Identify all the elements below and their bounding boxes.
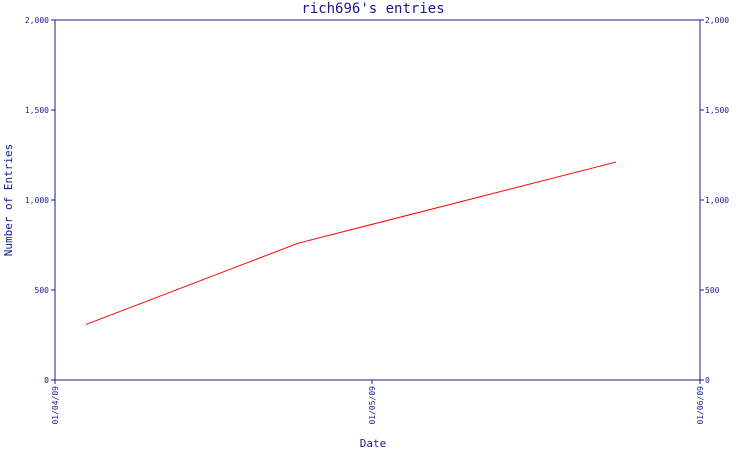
series-line	[86, 161, 616, 325]
y-tick-label-right: 2,000	[705, 16, 729, 25]
series-point	[86, 323, 88, 325]
x-tick-label: 01/05/09	[368, 386, 377, 425]
y-tick-label-right: 500	[705, 286, 720, 295]
x-tick-label: 01/04/09	[51, 386, 60, 425]
y-tick-label-right: 0	[705, 376, 710, 385]
y-axis-left: 0 500 1,000 1,500 2,000	[25, 16, 55, 385]
y-axis-title: Number of Entries	[2, 144, 15, 257]
y-tick-label-right: 1,000	[705, 196, 729, 205]
y-tick-label-left: 0	[44, 376, 49, 385]
chart-title: rich696's entries	[301, 1, 444, 17]
plot-frame	[54, 19, 701, 381]
y-tick-label-left: 1,500	[25, 106, 49, 115]
y-tick-label-left: 500	[35, 286, 50, 295]
series-group	[86, 161, 617, 325]
series-point	[614, 161, 617, 163]
x-axis-title: Date	[360, 437, 387, 450]
y-tick-label-right: 1,500	[705, 106, 729, 115]
y-tick-label-left: 2,000	[25, 16, 49, 25]
x-axis: 01/04/09 01/05/09 01/06/09	[51, 380, 705, 425]
x-tick-label: 01/06/09	[696, 386, 705, 425]
y-axis-right: 0 500 1,000 1,500 2,000	[700, 16, 729, 385]
y-tick-label-left: 1,000	[25, 196, 49, 205]
series-point	[297, 242, 299, 244]
